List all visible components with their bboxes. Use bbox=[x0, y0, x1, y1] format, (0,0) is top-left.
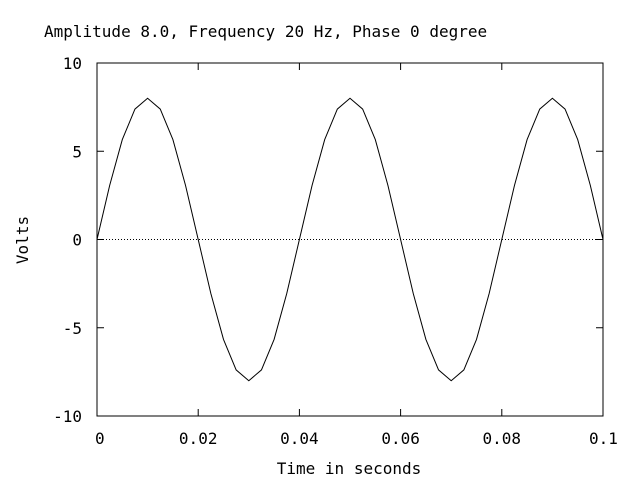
x-tick-label: 0.06 bbox=[381, 429, 420, 448]
x-axis-label: Time in seconds bbox=[277, 459, 422, 478]
x-tick-label: 0.08 bbox=[483, 429, 522, 448]
x-tick-label: 0 bbox=[95, 429, 105, 448]
y-tick-label: 5 bbox=[72, 142, 82, 161]
y-tick-label: 10 bbox=[63, 54, 82, 73]
x-tick-label: 0.04 bbox=[280, 429, 319, 448]
y-axis-label: Volts bbox=[13, 216, 32, 264]
series-line bbox=[96, 97, 604, 382]
chart-title: Amplitude 8.0, Frequency 20 Hz, Phase 0 … bbox=[44, 22, 487, 41]
x-tick-label: 0.1 bbox=[589, 429, 618, 448]
y-tick-label: -5 bbox=[63, 319, 82, 338]
y-tick-label: 0 bbox=[72, 231, 82, 250]
x-tick-label: 0.02 bbox=[179, 429, 218, 448]
y-tick-label: -10 bbox=[53, 407, 82, 426]
